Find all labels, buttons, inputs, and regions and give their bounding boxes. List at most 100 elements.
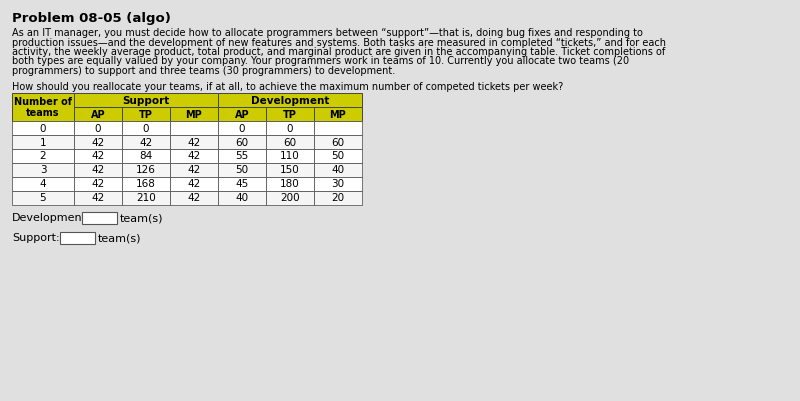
Text: As an IT manager, you must decide how to allocate programmers between “support”—: As an IT manager, you must decide how to… <box>12 28 643 38</box>
Text: 45: 45 <box>235 179 249 189</box>
Text: 42: 42 <box>187 137 201 147</box>
Text: 42: 42 <box>139 137 153 147</box>
Bar <box>12 191 74 205</box>
Text: 60: 60 <box>283 137 297 147</box>
Bar <box>218 149 266 163</box>
Bar <box>170 191 218 205</box>
Text: 60: 60 <box>331 137 345 147</box>
Text: 20: 20 <box>331 193 345 203</box>
Bar <box>12 177 74 191</box>
Bar <box>266 191 314 205</box>
Text: 40: 40 <box>235 193 249 203</box>
Text: 210: 210 <box>136 193 156 203</box>
Text: 55: 55 <box>235 151 249 161</box>
Bar <box>74 121 122 135</box>
Bar <box>122 177 170 191</box>
Text: 50: 50 <box>235 165 249 175</box>
Text: 50: 50 <box>331 151 345 161</box>
Text: 84: 84 <box>139 151 153 161</box>
Text: team(s): team(s) <box>120 213 163 223</box>
Bar <box>170 135 218 149</box>
Bar <box>60 232 95 244</box>
Text: Problem 08-05 (algo): Problem 08-05 (algo) <box>12 12 171 25</box>
Text: TP: TP <box>283 109 297 119</box>
Text: 0: 0 <box>238 123 246 133</box>
Bar <box>12 121 74 135</box>
Text: Support: Support <box>122 95 170 105</box>
Bar <box>218 107 266 121</box>
Bar <box>218 93 362 107</box>
Bar <box>82 212 117 224</box>
Text: MP: MP <box>186 109 202 119</box>
Text: production issues—and the development of new features and systems. Both tasks ar: production issues—and the development of… <box>12 37 666 47</box>
Bar <box>218 191 266 205</box>
Text: 42: 42 <box>91 179 105 189</box>
Bar <box>170 149 218 163</box>
Bar <box>74 191 122 205</box>
Text: 0: 0 <box>40 123 46 133</box>
Text: both types are equally valued by your company. Your programmers work in teams of: both types are equally valued by your co… <box>12 57 629 66</box>
Text: 4: 4 <box>40 179 46 189</box>
Bar <box>12 135 74 149</box>
Bar <box>122 191 170 205</box>
Bar <box>74 107 122 121</box>
Bar <box>266 163 314 177</box>
Text: 150: 150 <box>280 165 300 175</box>
Text: Development: Development <box>251 95 329 105</box>
Bar <box>314 121 362 135</box>
Bar <box>314 107 362 121</box>
Bar <box>266 177 314 191</box>
Text: 42: 42 <box>187 151 201 161</box>
Text: Number of
teams: Number of teams <box>14 97 72 118</box>
Bar <box>12 163 74 177</box>
Text: Support:: Support: <box>12 233 60 243</box>
Text: 30: 30 <box>331 179 345 189</box>
Bar <box>74 149 122 163</box>
Text: How should you reallocate your teams, if at all, to achieve the maximum number o: How should you reallocate your teams, if… <box>12 81 563 91</box>
Text: 2: 2 <box>40 151 46 161</box>
Text: AP: AP <box>90 109 106 119</box>
Bar <box>266 121 314 135</box>
Text: 3: 3 <box>40 165 46 175</box>
Text: 110: 110 <box>280 151 300 161</box>
Text: programmers) to support and three teams (30 programmers) to development.: programmers) to support and three teams … <box>12 66 395 76</box>
Text: 0: 0 <box>94 123 102 133</box>
Text: 200: 200 <box>280 193 300 203</box>
Bar <box>74 93 218 107</box>
Text: 42: 42 <box>91 137 105 147</box>
Bar <box>74 135 122 149</box>
Text: 1: 1 <box>40 137 46 147</box>
Bar <box>122 149 170 163</box>
Text: 42: 42 <box>187 165 201 175</box>
Bar <box>218 177 266 191</box>
Text: activity, the weekly average product, total product, and marginal product are gi: activity, the weekly average product, to… <box>12 47 666 57</box>
Bar <box>218 163 266 177</box>
Bar <box>122 163 170 177</box>
Bar <box>170 163 218 177</box>
Bar <box>12 93 74 121</box>
Bar <box>314 135 362 149</box>
Bar <box>12 149 74 163</box>
Bar <box>170 107 218 121</box>
Bar <box>266 135 314 149</box>
Text: 60: 60 <box>235 137 249 147</box>
Bar <box>314 191 362 205</box>
Text: Development:: Development: <box>12 213 90 223</box>
Bar <box>122 107 170 121</box>
Bar <box>122 135 170 149</box>
Text: AP: AP <box>234 109 250 119</box>
Text: 5: 5 <box>40 193 46 203</box>
Text: 0: 0 <box>142 123 150 133</box>
Bar <box>170 121 218 135</box>
Bar <box>218 135 266 149</box>
Text: TP: TP <box>139 109 153 119</box>
Bar <box>314 177 362 191</box>
Text: 180: 180 <box>280 179 300 189</box>
Text: 42: 42 <box>91 165 105 175</box>
Text: 0: 0 <box>286 123 294 133</box>
Bar <box>170 177 218 191</box>
Text: 42: 42 <box>91 151 105 161</box>
Text: 40: 40 <box>331 165 345 175</box>
Bar <box>218 121 266 135</box>
Bar <box>314 163 362 177</box>
